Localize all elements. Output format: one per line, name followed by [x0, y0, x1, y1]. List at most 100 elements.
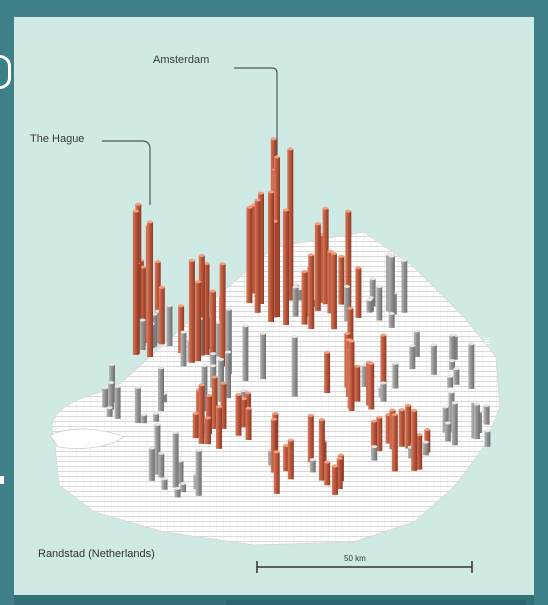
density-bar-top — [220, 381, 227, 385]
density-bar — [134, 387, 141, 424]
density-bar-top — [301, 270, 308, 273]
density-bar-top — [347, 306, 354, 310]
scale-bar — [256, 561, 473, 573]
density-bar — [108, 382, 115, 410]
density-bar — [385, 414, 392, 444]
density-bar — [240, 398, 247, 428]
density-bar — [211, 377, 218, 429]
density-bar — [206, 395, 212, 435]
density-bar-top — [322, 206, 329, 210]
density-bar — [155, 311, 162, 344]
density-bar — [158, 453, 165, 478]
density-bar — [308, 254, 315, 329]
density-bar-top — [132, 209, 139, 213]
density-bar — [371, 446, 378, 461]
amsterdam-leader-line — [234, 67, 278, 155]
density-bar-top — [442, 405, 449, 409]
density-bar — [154, 424, 161, 475]
population-density-3d-map — [49, 67, 501, 573]
density-bar — [102, 387, 109, 408]
density-bar — [139, 267, 146, 346]
density-bar — [245, 408, 252, 440]
density-bar — [172, 432, 179, 488]
density-bar — [177, 460, 184, 484]
density-bar-top — [134, 385, 141, 389]
density-bar-top — [206, 394, 212, 397]
density-bar-top — [331, 464, 338, 468]
density-bar-top — [453, 367, 460, 371]
density-bar-top — [245, 406, 252, 410]
density-bar-top — [203, 261, 210, 265]
density-bar-top — [139, 318, 146, 322]
density-bar-top — [471, 400, 478, 404]
density-bar — [336, 458, 343, 490]
density-bar — [413, 331, 420, 357]
density-bar-top — [376, 415, 383, 419]
density-bar-top — [166, 304, 173, 307]
density-bars — [102, 137, 491, 498]
density-bar-top — [416, 433, 423, 437]
density-bar — [260, 333, 266, 380]
density-bar-top — [246, 205, 253, 209]
density-bar-top — [287, 147, 294, 151]
density-bar-top — [178, 304, 185, 308]
density-bar — [218, 359, 224, 402]
density-bar — [158, 367, 164, 412]
density-bar-top — [219, 262, 226, 266]
density-bar-top — [449, 359, 455, 363]
density-bar-top — [314, 222, 321, 226]
density-bar — [209, 291, 216, 361]
density-bar-top — [225, 307, 232, 311]
density-bar-top — [422, 440, 429, 444]
density-bar — [369, 278, 376, 307]
density-bar — [318, 419, 325, 481]
density-bar — [198, 255, 205, 356]
density-bar — [198, 384, 205, 444]
density-bar-top — [114, 385, 121, 388]
density-bar-top — [287, 438, 294, 442]
density-bar — [139, 320, 146, 351]
density-bar-top — [411, 408, 418, 412]
density-bar-top — [330, 251, 337, 255]
density-bar-top — [473, 402, 480, 406]
density-bar — [371, 421, 377, 457]
density-bar — [161, 478, 168, 490]
density-bar-top — [245, 391, 251, 395]
density-bar-top — [368, 361, 375, 365]
density-bar-top — [195, 280, 202, 284]
density-bar — [484, 430, 491, 447]
density-bar-top — [307, 413, 314, 417]
density-bar — [242, 325, 249, 382]
density-bar-top — [260, 331, 266, 335]
density-bar — [180, 483, 187, 493]
density-bar-top — [327, 249, 334, 253]
density-bar-top — [283, 208, 289, 212]
density-bar-top — [324, 350, 331, 354]
density-bar-top — [161, 477, 168, 481]
density-bar-top — [242, 324, 249, 328]
density-bar — [361, 365, 368, 387]
density-bar — [148, 448, 155, 481]
density-bar — [174, 488, 181, 498]
density-bar — [416, 434, 423, 470]
density-bar-top — [270, 417, 277, 421]
density-bar-top — [348, 339, 355, 343]
density-bar — [271, 221, 278, 318]
density-bar-top — [147, 220, 153, 224]
map-panel: Amsterdam The Hague Randstad (Netherland… — [14, 17, 534, 595]
density-bar — [398, 409, 405, 447]
density-bar — [380, 335, 387, 402]
density-bar — [188, 260, 195, 363]
density-bar — [140, 414, 147, 424]
density-bar-top — [388, 312, 395, 315]
density-bar — [331, 465, 338, 495]
density-bar — [324, 352, 331, 394]
density-bar — [348, 341, 355, 411]
density-bar — [246, 207, 253, 304]
density-bar-top — [308, 253, 315, 257]
density-bar — [322, 208, 329, 305]
density-bar — [376, 286, 383, 321]
density-bar-top — [405, 403, 412, 407]
edge-fragment-icon — [0, 55, 11, 89]
density-bar — [192, 413, 199, 439]
